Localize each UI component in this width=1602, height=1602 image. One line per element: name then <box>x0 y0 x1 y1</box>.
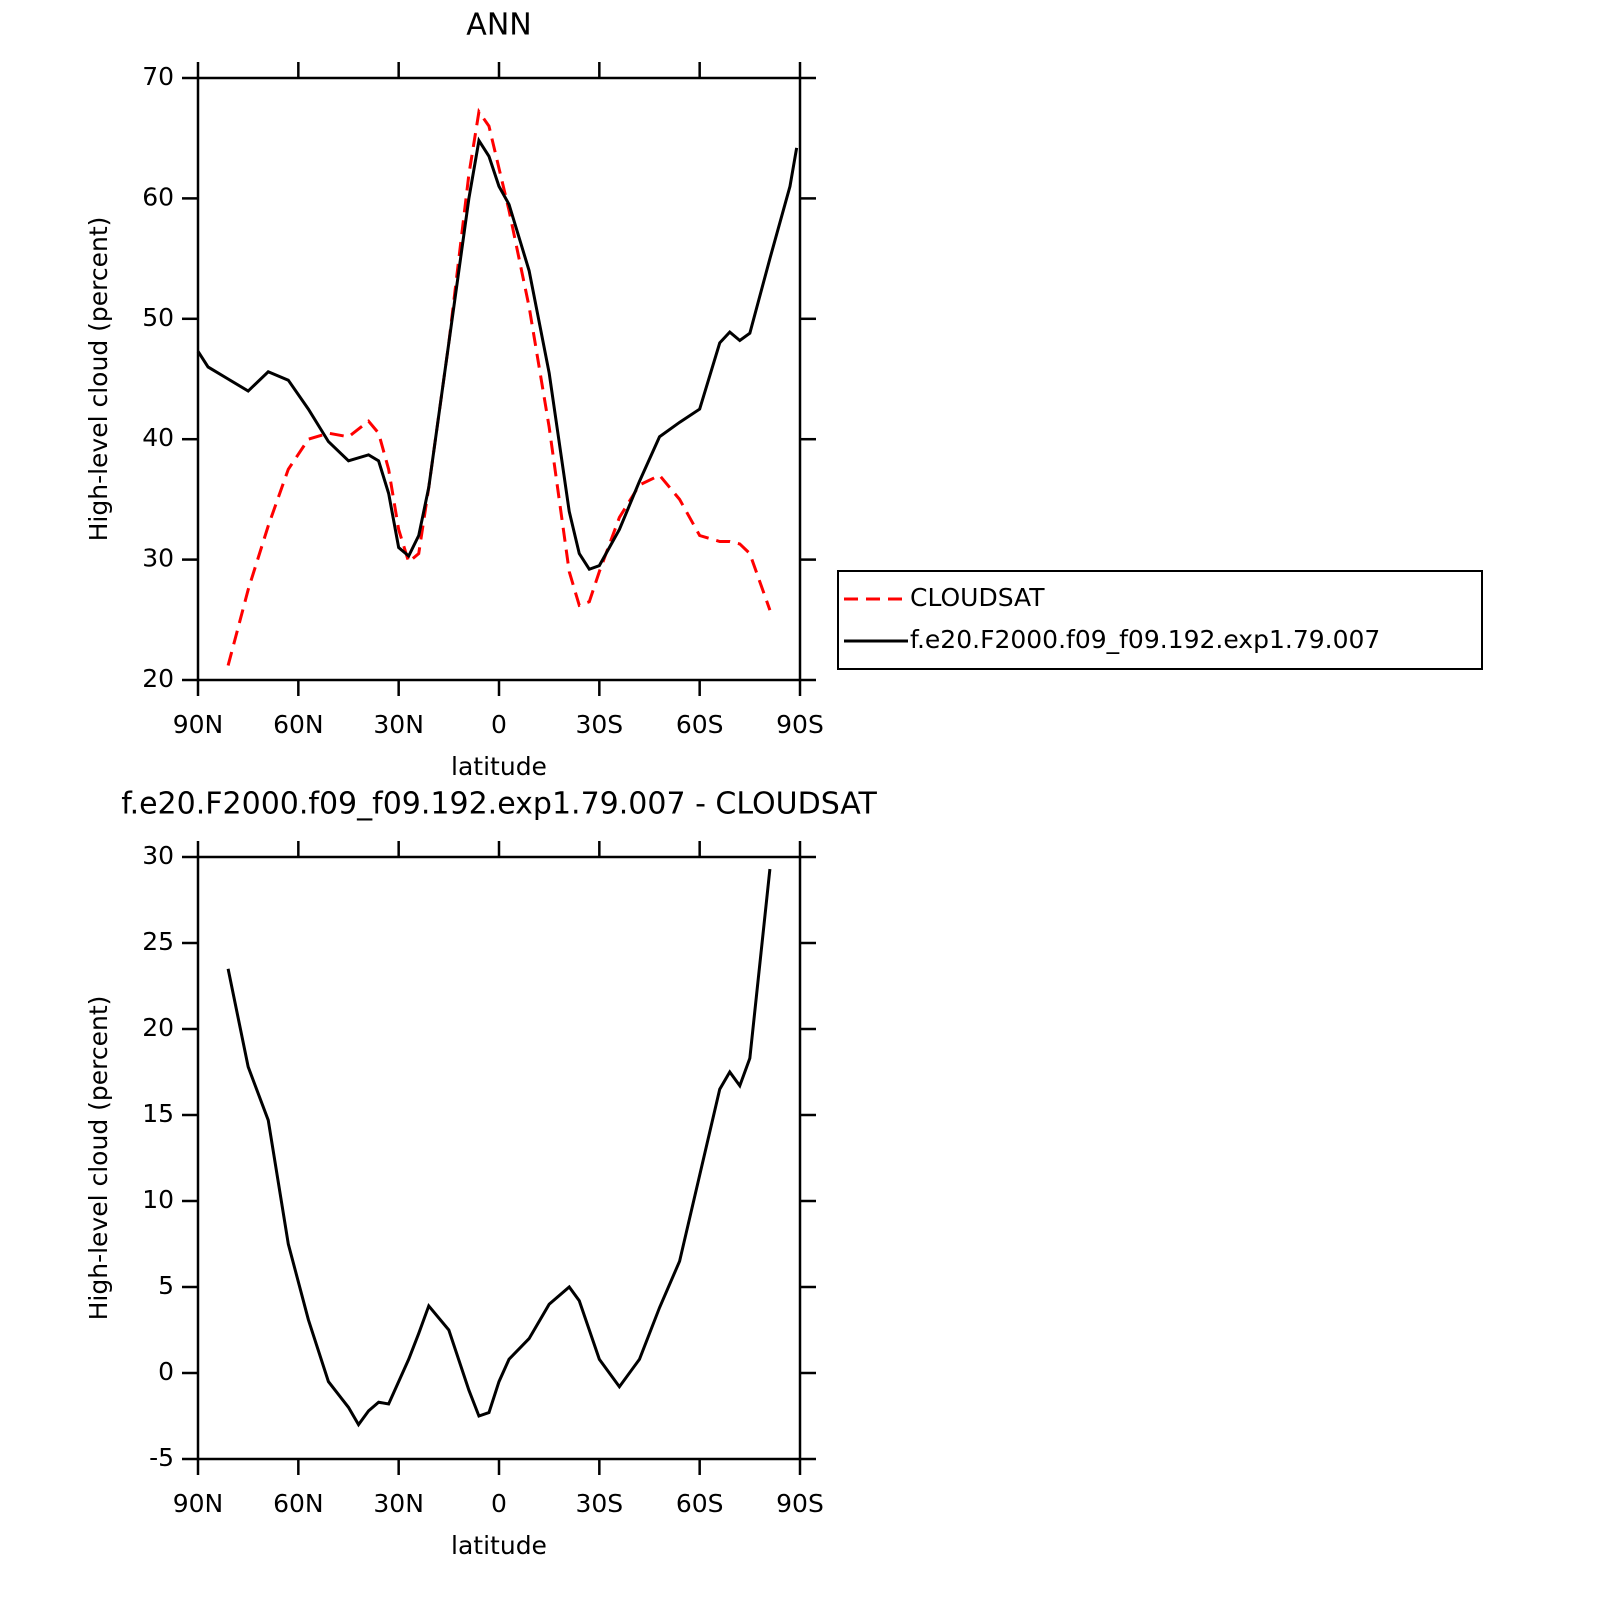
y-tick-label: 20 <box>142 1013 174 1042</box>
y-tick-label: 30 <box>142 544 174 573</box>
x-axis-label: latitude <box>451 1531 547 1560</box>
data-line <box>226 868 772 1428</box>
y-tick-label: 70 <box>142 62 174 91</box>
data-line <box>196 136 799 572</box>
y-tick-label: 50 <box>142 303 174 332</box>
x-tick-label: 60N <box>273 1489 324 1518</box>
data-line <box>226 107 772 666</box>
y-tick-label: 15 <box>142 1099 174 1128</box>
y-tick-label: 60 <box>142 182 174 211</box>
y-axis-label: High-level cloud (percent) <box>84 996 113 1321</box>
y-tick-label: 25 <box>142 927 174 956</box>
y-tick-label: 5 <box>158 1271 174 1300</box>
legend-label: f.e20.F2000.f09_f09.192.exp1.79.007 <box>910 625 1380 654</box>
plot-frame <box>196 855 802 1461</box>
x-tick-label: 30N <box>373 1489 424 1518</box>
x-tick-label: 90N <box>173 710 224 739</box>
x-tick-label: 90S <box>776 1489 824 1518</box>
y-axis-label: High-level cloud (percent) <box>84 217 113 542</box>
legend-label: CLOUDSAT <box>910 583 1045 612</box>
x-tick-label: 60N <box>273 710 324 739</box>
x-axis-label: latitude <box>451 752 547 781</box>
x-tick-label: 90S <box>776 710 824 739</box>
y-tick-label: 30 <box>142 841 174 870</box>
y-tick-label: 0 <box>158 1357 174 1386</box>
chart-title: f.e20.F2000.f09_f09.192.exp1.79.007 - CL… <box>121 787 877 822</box>
x-tick-label: 30N <box>373 710 424 739</box>
y-tick-label: 40 <box>142 423 174 452</box>
x-tick-label: 0 <box>491 1489 507 1518</box>
x-tick-label: 60S <box>676 1489 724 1518</box>
x-tick-label: 0 <box>491 710 507 739</box>
x-tick-label: 60S <box>676 710 724 739</box>
y-tick-label: -5 <box>149 1443 174 1472</box>
x-tick-label: 30S <box>575 710 623 739</box>
legend-box <box>837 570 1483 670</box>
chart-title: ANN <box>466 8 531 43</box>
x-tick-label: 90N <box>173 1489 224 1518</box>
y-tick-label: 20 <box>142 664 174 693</box>
y-tick-label: 10 <box>142 1185 174 1214</box>
x-tick-label: 30S <box>575 1489 623 1518</box>
